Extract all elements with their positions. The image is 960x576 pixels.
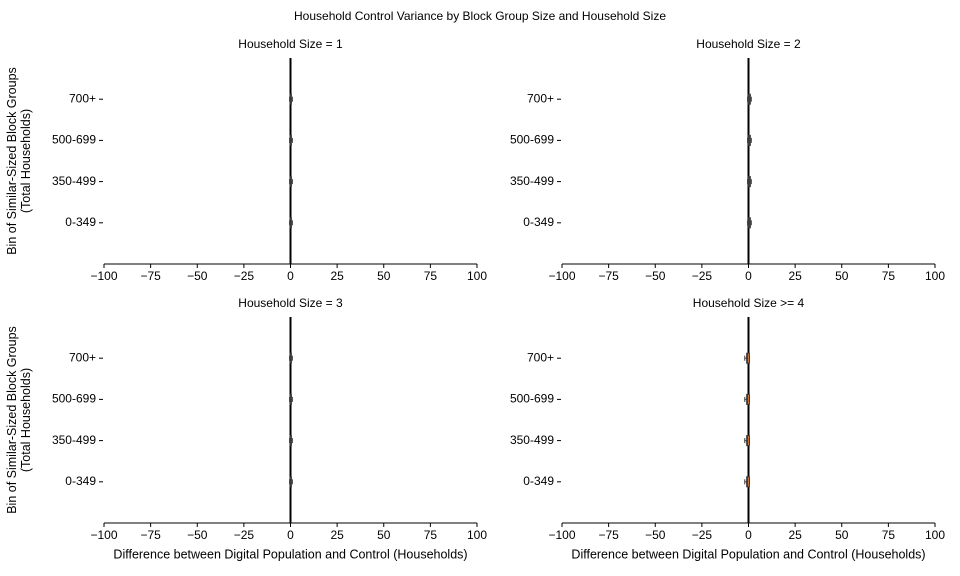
x-tick-label: 25 bbox=[330, 528, 344, 542]
x-tick-label: 0 bbox=[745, 269, 752, 283]
x-tick-label: −25 bbox=[234, 528, 255, 542]
x-tick-label: 100 bbox=[467, 528, 487, 542]
x-tick-label: −25 bbox=[234, 269, 255, 283]
x-tick-label: 25 bbox=[788, 528, 802, 542]
x-tick-label: −25 bbox=[692, 269, 713, 283]
y-tick-label: 0-349 bbox=[523, 215, 554, 229]
x-axis-label: Difference between Digital Population an… bbox=[571, 547, 925, 561]
y-tick-label: 0-349 bbox=[65, 474, 96, 488]
figure-title: Household Control Variance by Block Grou… bbox=[294, 9, 666, 23]
x-tick-label: −100 bbox=[548, 269, 575, 283]
y-tick-label: 500-699 bbox=[510, 392, 554, 406]
y-tick-label: 0-349 bbox=[65, 215, 96, 229]
panel-title: Household Size = 1 bbox=[238, 37, 343, 51]
x-tick-label: 75 bbox=[424, 269, 438, 283]
panel-title: Household Size = 2 bbox=[696, 37, 801, 51]
y-axis-label: Bin of Similar-Sized Block Groups(Total … bbox=[5, 326, 33, 514]
x-tick-label: 100 bbox=[925, 269, 945, 283]
y-tick-label: 350-499 bbox=[52, 174, 96, 188]
x-tick-label: 50 bbox=[835, 528, 849, 542]
x-tick-label: −75 bbox=[140, 528, 161, 542]
x-tick-label: −50 bbox=[187, 528, 208, 542]
x-tick-label: 0 bbox=[287, 269, 294, 283]
y-axis-label: Bin of Similar-Sized Block Groups(Total … bbox=[5, 67, 33, 255]
y-tick-label: 700+ bbox=[69, 91, 96, 105]
x-tick-label: −100 bbox=[90, 269, 117, 283]
x-tick-label: −50 bbox=[645, 528, 666, 542]
y-tick-label: 700+ bbox=[69, 350, 96, 364]
panel-title: Household Size = 3 bbox=[238, 296, 343, 310]
x-tick-label: 100 bbox=[925, 528, 945, 542]
y-tick-label: 500-699 bbox=[52, 392, 96, 406]
x-tick-label: −75 bbox=[598, 528, 619, 542]
x-tick-label: 75 bbox=[882, 269, 896, 283]
x-tick-label: 75 bbox=[882, 528, 896, 542]
panel-title: Household Size >= 4 bbox=[693, 296, 805, 310]
x-tick-label: 0 bbox=[745, 528, 752, 542]
y-tick-label: 350-499 bbox=[510, 433, 554, 447]
x-tick-label: −100 bbox=[548, 528, 575, 542]
x-tick-label: −50 bbox=[187, 269, 208, 283]
y-tick-label: 500-699 bbox=[510, 133, 554, 147]
x-tick-label: −25 bbox=[692, 528, 713, 542]
x-tick-label: −100 bbox=[90, 528, 117, 542]
x-tick-label: 50 bbox=[835, 269, 849, 283]
y-tick-label: 0-349 bbox=[523, 474, 554, 488]
x-tick-label: 100 bbox=[467, 269, 487, 283]
y-tick-label: 350-499 bbox=[52, 433, 96, 447]
x-axis-label: Difference between Digital Population an… bbox=[113, 547, 467, 561]
x-tick-label: 25 bbox=[788, 269, 802, 283]
x-tick-label: −75 bbox=[598, 269, 619, 283]
x-tick-label: 50 bbox=[377, 528, 391, 542]
x-tick-label: 0 bbox=[287, 528, 294, 542]
x-tick-label: −75 bbox=[140, 269, 161, 283]
y-tick-label: 700+ bbox=[527, 350, 554, 364]
x-tick-label: 75 bbox=[424, 528, 438, 542]
y-tick-label: 350-499 bbox=[510, 174, 554, 188]
x-tick-label: −50 bbox=[645, 269, 666, 283]
x-tick-label: 25 bbox=[330, 269, 344, 283]
y-tick-label: 500-699 bbox=[52, 133, 96, 147]
x-tick-label: 50 bbox=[377, 269, 391, 283]
y-tick-label: 700+ bbox=[527, 91, 554, 105]
